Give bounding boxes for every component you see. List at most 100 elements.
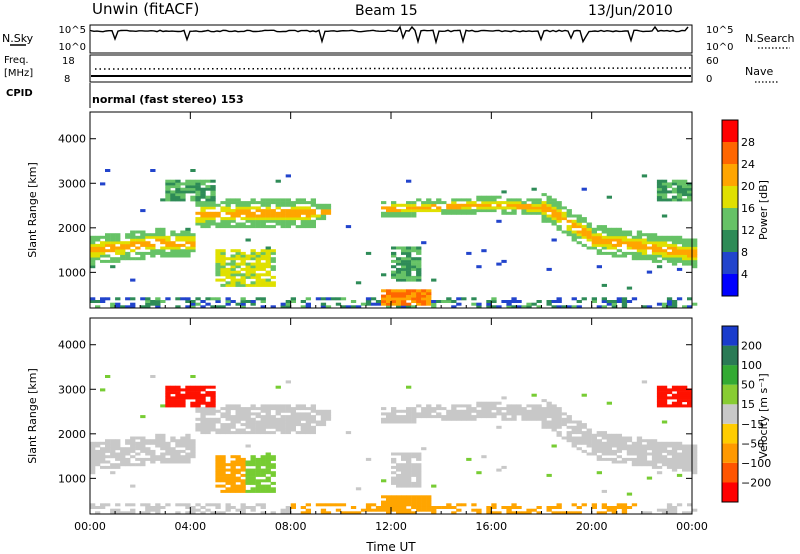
heatmap-cell (205, 412, 211, 416)
heatmap-cell (506, 198, 512, 202)
heatmap-cell (666, 300, 673, 303)
heatmap-cell (165, 246, 171, 250)
heatmap-cell (381, 297, 387, 301)
heatmap-cell (571, 439, 577, 443)
heatmap-cell (165, 401, 171, 405)
heatmap-cell (175, 195, 181, 199)
heatmap-cell (606, 436, 612, 440)
heatmap-cell (320, 417, 327, 421)
heatmap-cell (230, 259, 236, 263)
heatmap-cell (651, 460, 658, 464)
heatmap-cell (230, 473, 236, 477)
heatmap-cell (280, 214, 286, 218)
heatmap-cell (270, 275, 276, 279)
heatmap-cell (616, 439, 622, 443)
heatmap-cell (566, 233, 572, 237)
heatmap-cell (606, 246, 612, 250)
heatmap-cell (335, 302, 342, 306)
heatmap-cell (220, 460, 226, 464)
heatmap-cell (682, 385, 688, 389)
heatmap-cell (596, 471, 602, 475)
heatmap-cell (140, 254, 146, 258)
heatmap-cell (285, 428, 291, 432)
heatmap-cell (651, 249, 658, 253)
heatmap-cell (381, 300, 387, 303)
heatmap-cell (210, 412, 216, 416)
heatmap-cell (391, 265, 397, 269)
heatmap-cell (280, 431, 286, 435)
heatmap-cell (566, 219, 572, 223)
heatmap-cell (611, 230, 617, 234)
heatmap-cell (125, 511, 131, 515)
heatmap-cell (220, 225, 226, 229)
heatmap-cell (240, 409, 246, 413)
heatmap-cell (421, 241, 427, 245)
heatmap-cell (265, 201, 271, 205)
heatmap-cell (486, 409, 492, 413)
heatmap-cell (501, 465, 507, 469)
heatmap-cell (391, 409, 397, 413)
heatmap-cell (611, 508, 617, 512)
heatmap-cell (185, 251, 191, 255)
heatmap-cell (95, 463, 101, 467)
heatmap-cell (260, 431, 266, 435)
heatmap-cell (235, 214, 241, 218)
heatmap-cell (175, 391, 181, 395)
heatmap-cell (250, 476, 256, 480)
heatmap-cell (225, 206, 231, 210)
heatmap-cell (416, 206, 422, 210)
heatmap-cell (416, 273, 422, 277)
heatmap-cell (416, 457, 422, 461)
heatmap-cell (601, 457, 607, 461)
heatmap-cell (401, 270, 407, 274)
heatmap-cell (250, 249, 256, 253)
heatmap-cell (185, 249, 191, 253)
heatmap-cell (456, 415, 462, 419)
heatmap-cell (160, 447, 166, 451)
heatmap-cell (486, 415, 492, 419)
heatmap-cell (180, 401, 186, 405)
heatmap-cell (185, 396, 191, 400)
heatmap-cell (105, 297, 111, 301)
heatmap-cell (310, 214, 316, 218)
heatmap-cell (546, 302, 552, 306)
heatmap-cell (546, 214, 552, 218)
heatmap-cell (265, 420, 271, 424)
heatmap-cell (245, 206, 251, 210)
heatmap-cell (110, 511, 116, 515)
heatmap-cell (115, 251, 121, 255)
heatmap-cell (561, 305, 567, 309)
heatmap-cell (626, 506, 633, 509)
heatmap-cell (90, 249, 96, 253)
y-tick-label: 1000 (58, 266, 86, 279)
heatmap-cell (386, 292, 392, 295)
heatmap-cell (671, 404, 678, 408)
heatmap-cell (426, 500, 432, 504)
heatmap-cell (185, 503, 191, 507)
heatmap-cell (386, 511, 392, 515)
heatmap-cell (546, 198, 552, 202)
heatmap-cell (451, 511, 457, 515)
heatmap-cell (200, 305, 206, 309)
heatmap-cell (290, 506, 296, 509)
heatmap-cell (190, 243, 196, 247)
heatmap-cell (250, 257, 256, 261)
heatmap-cell (260, 420, 266, 424)
heatmap-cell (325, 409, 332, 413)
heatmap-cell (606, 195, 612, 199)
heatmap-cell (496, 262, 502, 266)
heatmap-cell (576, 423, 582, 427)
heatmap-cell (90, 447, 96, 451)
heatmap-cell (220, 270, 226, 274)
heatmap-cell (401, 251, 407, 255)
heatmap-cell (666, 190, 673, 194)
heatmap-cell (666, 235, 673, 239)
heatmap-cell (386, 415, 392, 419)
heatmap-cell (215, 214, 221, 218)
heatmap-cell (200, 409, 206, 413)
heatmap-cell (235, 198, 241, 202)
heatmap-cell (661, 401, 668, 405)
heatmap-cell (265, 479, 271, 483)
station-title: Unwin (fitACF) (92, 0, 199, 18)
heatmap-cell (671, 249, 678, 253)
